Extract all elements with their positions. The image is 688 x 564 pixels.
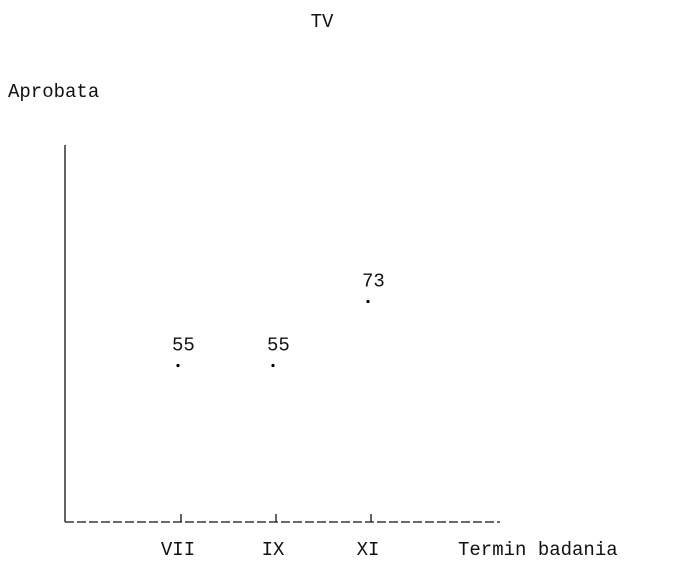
y-axis-label: Aprobata <box>8 81 99 103</box>
data-point <box>271 363 275 368</box>
x-axis-label: Termin badania <box>458 539 618 561</box>
x-tick-label: IX <box>262 539 285 561</box>
data-label: 55 <box>172 335 195 357</box>
data-label: 55 <box>267 335 290 357</box>
data-point <box>366 299 370 304</box>
chart-title: TV <box>311 11 334 33</box>
x-tick-label: VII <box>161 539 195 561</box>
data-point <box>176 363 180 368</box>
data-label: 73 <box>362 271 385 293</box>
x-tick-label: XI <box>357 539 380 561</box>
